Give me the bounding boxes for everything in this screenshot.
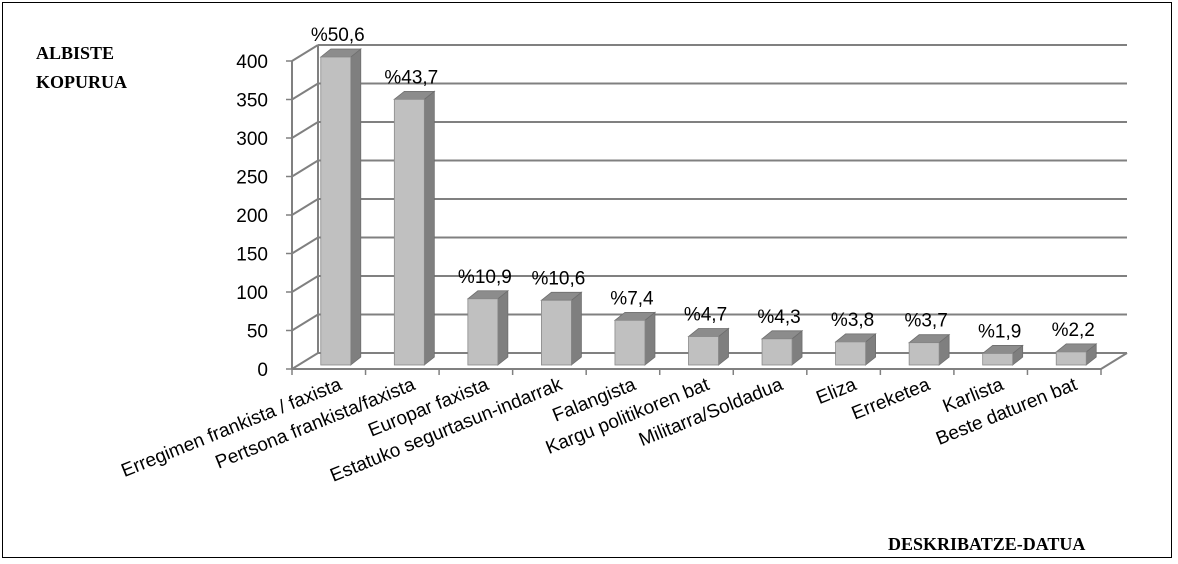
data-label: %50,6 xyxy=(311,25,365,46)
gridline-side xyxy=(291,275,319,293)
y-tick-label: 400 xyxy=(236,52,268,73)
bar xyxy=(908,342,940,366)
data-label: %4,3 xyxy=(757,307,800,328)
x-axis-title-text: Deskribatze-datua xyxy=(888,534,1086,554)
data-label: %3,8 xyxy=(831,310,874,331)
bar xyxy=(761,338,793,366)
data-label: %43,7 xyxy=(384,67,438,88)
bar xyxy=(835,341,866,366)
chart-frame xyxy=(2,2,1172,558)
gridline-side xyxy=(291,159,319,178)
y-tick-label: 300 xyxy=(236,129,268,150)
gridline-side xyxy=(291,198,319,216)
data-label: %3,7 xyxy=(904,311,947,332)
x-axis-title: Deskribatze-datua xyxy=(888,531,1085,560)
y-tick-label: 0 xyxy=(257,360,268,381)
data-label: %10,6 xyxy=(531,268,585,289)
y-tick-label: 350 xyxy=(236,91,268,112)
bar xyxy=(1055,351,1087,366)
bar xyxy=(467,298,499,366)
bar xyxy=(320,56,352,366)
bar xyxy=(982,353,1014,366)
data-label: %10,9 xyxy=(458,267,512,288)
gridline-side xyxy=(291,236,319,255)
x-tick-label: Erreketea xyxy=(849,374,934,424)
data-label: %4,7 xyxy=(684,305,727,326)
floor-right-edge xyxy=(1100,352,1128,370)
y-axis-title: Albiste kopurua xyxy=(36,40,166,98)
y-tick-label: 250 xyxy=(236,168,268,189)
bar-side xyxy=(497,289,509,366)
gridline-side xyxy=(291,44,319,62)
y-axis-title-text: Albiste kopurua xyxy=(36,43,127,92)
gridline-side xyxy=(291,352,319,370)
bar xyxy=(614,319,646,366)
y-tick-label: 200 xyxy=(236,206,268,227)
y-tick-label: 150 xyxy=(236,245,268,266)
bar-side xyxy=(571,291,582,366)
bar xyxy=(393,98,425,366)
y-tick-label: 100 xyxy=(236,283,268,304)
bar xyxy=(541,299,572,366)
bar xyxy=(688,336,719,366)
bar-side xyxy=(350,48,362,366)
gridline-side xyxy=(291,82,319,101)
bar-side xyxy=(423,90,435,366)
bar-side xyxy=(644,311,656,366)
data-label: %7,4 xyxy=(610,288,654,309)
y-tick-label: 50 xyxy=(247,322,268,343)
gridline-side xyxy=(291,313,319,332)
data-label: %1,9 xyxy=(978,321,1021,342)
gridline-side xyxy=(291,121,319,139)
data-label: %2,2 xyxy=(1052,320,1095,341)
